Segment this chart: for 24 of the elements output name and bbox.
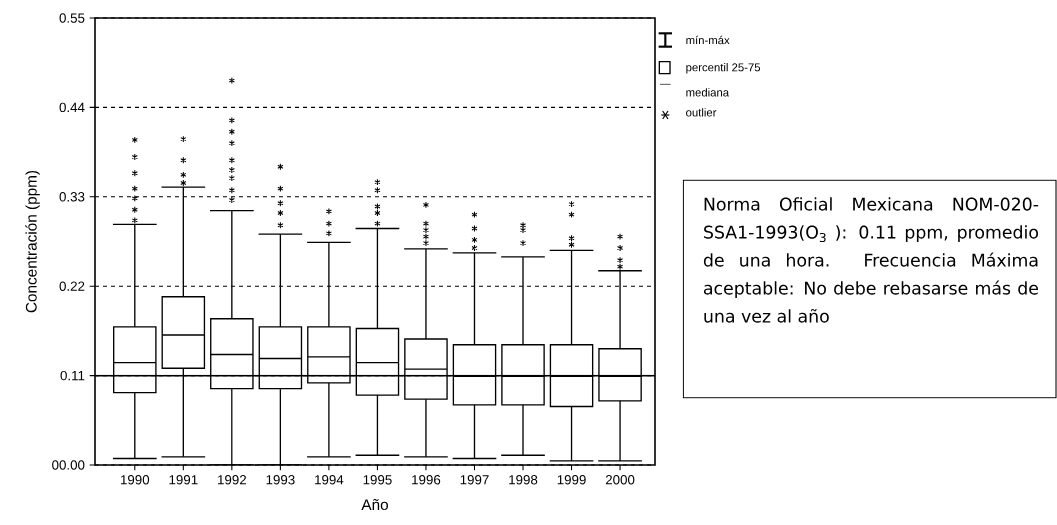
y-tick-label: 00.00 [52, 460, 85, 470]
text: mediana [686, 88, 730, 97]
text: outlier [686, 108, 717, 117]
text: Norma Oficial Mexicana NOM-020-SSA1-1993(O$_{3}$ ): 0.11 ppm, promedio de una hora. Frecuencia Máxima aceptable: No debe rebasarse más de una vez al año [703, 197, 1039, 323]
x-axis-title: Año [361, 498, 388, 511]
text: percentil 25-75 [686, 63, 761, 74]
x-tick-label: 1998 [509, 475, 538, 485]
y-axis-title: Concentración (ppm) [25, 170, 40, 313]
x-tick-label: 1996 [412, 475, 441, 485]
y-tick-label: 0.44 [59, 102, 85, 113]
y-tick-label: 0.33 [59, 192, 85, 202]
x-tick-label: 1999 [557, 475, 586, 485]
y-tick-label: 0.55 [59, 13, 85, 23]
x-tick-label: 1992 [218, 475, 247, 485]
y-tick-label: 0.11 [60, 370, 85, 381]
x-tick-label: 1997 [460, 475, 489, 485]
x-tick-label: 2000 [605, 475, 635, 485]
x-tick-label: 1993 [266, 475, 295, 485]
x-tick-label: 1995 [363, 475, 392, 485]
x-tick-label: 1990 [120, 475, 150, 485]
x-tick-label: 1991 [169, 475, 198, 485]
y-tick-label: 0.22 [59, 281, 85, 291]
text: mín-máx [686, 35, 730, 45]
x-tick-label: 1994 [315, 475, 344, 485]
